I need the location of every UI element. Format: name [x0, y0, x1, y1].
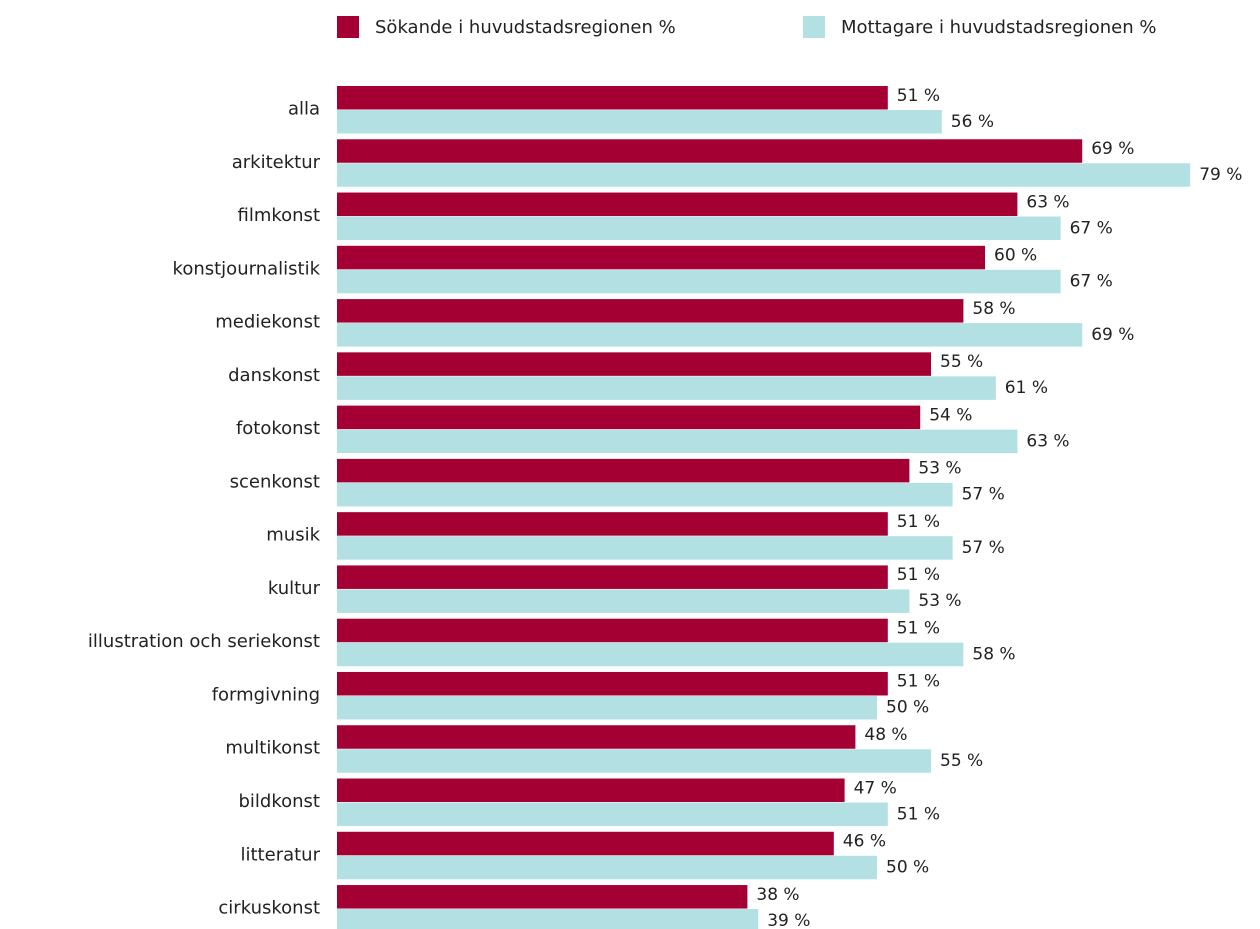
value-label: 61 % [1005, 378, 1048, 398]
bar [337, 565, 888, 589]
bar [337, 110, 942, 134]
bar [337, 512, 888, 536]
value-label: 54 % [929, 405, 972, 425]
bar [337, 429, 1018, 454]
y-tick-label: scenkonst [230, 471, 320, 492]
legend-label: Mottagare i huvudstadsregionen % [841, 17, 1156, 38]
y-tick-label: formgivning [212, 684, 320, 705]
bar [337, 352, 931, 376]
value-label: 57 % [962, 485, 1005, 505]
value-label: 58 % [972, 644, 1015, 664]
value-label: 55 % [940, 352, 983, 372]
value-label: 51 % [897, 804, 940, 824]
bar [337, 192, 1018, 217]
y-tick-label: bildkonst [239, 791, 321, 812]
bar [337, 778, 845, 803]
bar [337, 671, 888, 696]
value-label: 48 % [864, 725, 907, 745]
y-tick-label: litteratur [241, 844, 321, 865]
value-label: 67 % [1070, 272, 1113, 292]
bar [337, 536, 953, 560]
value-label: 60 % [994, 246, 1037, 266]
value-label: 63 % [1026, 431, 1069, 451]
bar [337, 909, 759, 929]
y-tick-label: konstjournalistik [173, 258, 321, 279]
value-label: 51 % [897, 565, 940, 585]
bar [337, 299, 964, 323]
value-label: 53 % [918, 459, 961, 479]
bar [337, 802, 888, 827]
bar [337, 695, 877, 720]
y-tick-label: mediekonst [215, 312, 320, 333]
y-tick-label: danskonst [228, 365, 320, 386]
value-label: 55 % [940, 751, 983, 771]
bar [337, 855, 877, 880]
bar [337, 642, 964, 667]
bar [337, 482, 953, 507]
bar [337, 725, 856, 749]
value-label: 39 % [767, 911, 810, 929]
bar [337, 405, 921, 430]
value-label: 53 % [918, 591, 961, 611]
value-label: 58 % [972, 299, 1015, 319]
bar [337, 376, 996, 400]
bar [337, 831, 834, 856]
value-label: 69 % [1091, 325, 1134, 345]
bar [337, 618, 888, 643]
y-tick-label: illustration och seriekonst [88, 631, 320, 652]
y-tick-label: alla [288, 99, 320, 120]
value-label: 63 % [1026, 192, 1069, 212]
value-label: 51 % [897, 618, 940, 638]
legend-swatch [337, 16, 359, 38]
value-label: 47 % [854, 778, 897, 798]
legend-label: Sökande i huvudstadsregionen % [375, 17, 676, 38]
value-label: 51 % [897, 672, 940, 692]
bar [337, 323, 1083, 347]
bar [337, 885, 748, 909]
value-label: 46 % [843, 832, 886, 852]
value-label: 56 % [951, 112, 994, 132]
value-label: 50 % [886, 698, 929, 718]
value-label: 38 % [756, 885, 799, 905]
value-label: 67 % [1070, 218, 1113, 238]
y-tick-label: fotokonst [236, 418, 320, 439]
legend-swatch [803, 16, 825, 38]
bar [337, 749, 931, 773]
bar [337, 86, 888, 110]
y-tick-label: cirkuskonst [218, 898, 320, 919]
bar [337, 139, 1083, 163]
value-label: 50 % [886, 858, 929, 878]
bar [337, 163, 1191, 187]
value-label: 51 % [897, 86, 940, 106]
y-tick-label: arkitektur [232, 152, 321, 173]
y-tick-label: kultur [268, 578, 321, 599]
bar [337, 245, 985, 270]
bar [337, 458, 910, 483]
value-label: 51 % [897, 512, 940, 532]
value-label: 57 % [962, 538, 1005, 558]
y-tick-label: musik [266, 525, 320, 546]
y-tick-label: filmkonst [237, 205, 320, 226]
bar [337, 216, 1061, 241]
bar [337, 589, 910, 613]
y-tick-label: multikonst [225, 738, 320, 759]
bar [337, 269, 1061, 294]
value-label: 69 % [1091, 139, 1134, 159]
value-label: 79 % [1199, 165, 1242, 185]
